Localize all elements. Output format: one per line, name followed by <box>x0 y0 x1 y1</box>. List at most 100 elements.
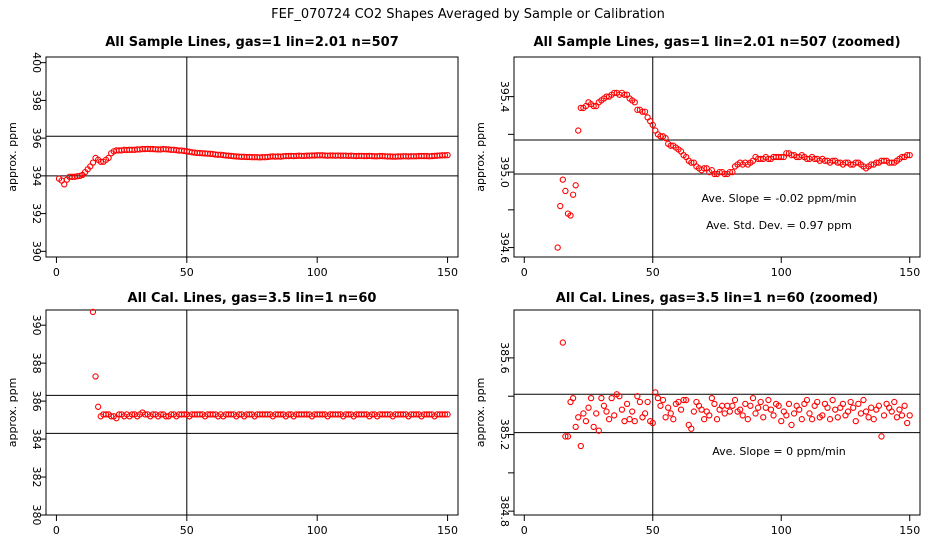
data-point <box>711 400 718 408</box>
x-tick-label: 150 <box>899 266 920 279</box>
data-point <box>901 402 908 409</box>
y-axis-label: approx. ppm <box>6 122 19 192</box>
data-point <box>644 398 651 406</box>
data-point <box>718 402 726 409</box>
data-point <box>893 414 901 421</box>
data-point <box>904 419 911 427</box>
data-point <box>870 416 877 423</box>
y-tick-label: 388 <box>30 353 43 374</box>
data-point <box>847 161 854 168</box>
data-point <box>670 416 677 423</box>
data-point <box>102 411 110 418</box>
data-point <box>441 411 449 418</box>
data-point <box>711 170 718 178</box>
data-point <box>868 161 875 168</box>
data-point <box>400 411 407 418</box>
y-tick-label: 396 <box>30 128 43 149</box>
x-tick-label: 150 <box>437 266 458 279</box>
data-point <box>898 153 906 161</box>
data-point <box>788 421 795 429</box>
data-point <box>775 402 782 409</box>
data-point <box>806 410 813 417</box>
data-point <box>803 396 811 404</box>
data-point <box>880 157 888 164</box>
data-series <box>55 145 451 188</box>
data-point <box>641 108 649 115</box>
y-tick-label: 385.2 <box>498 419 511 451</box>
y-tick-label: 395.4 <box>498 81 511 113</box>
data-point <box>844 408 852 415</box>
x-tick-label: 150 <box>437 524 458 537</box>
data-point <box>595 427 602 434</box>
data-point <box>803 155 811 163</box>
x-tick-label: 50 <box>646 266 660 279</box>
data-point <box>667 410 674 417</box>
data-series <box>89 308 451 422</box>
data-point <box>898 412 906 419</box>
page-title: FEF_070724 CO2 Shapes Averaged by Sample… <box>271 7 665 22</box>
x-tick-label: 0 <box>521 524 528 537</box>
data-point <box>634 393 641 400</box>
data-point <box>108 413 115 420</box>
data-point <box>698 406 705 413</box>
data-point <box>659 396 667 404</box>
data-point <box>569 191 577 198</box>
data-point <box>196 411 203 418</box>
data-point <box>285 411 292 418</box>
data-point <box>97 158 104 165</box>
data-point <box>227 411 235 418</box>
data-point <box>868 404 875 411</box>
data-point <box>441 152 449 159</box>
data-point <box>721 170 728 178</box>
data-point <box>616 393 623 400</box>
data-point <box>569 394 577 402</box>
data-point <box>852 417 859 425</box>
data-point <box>246 411 253 418</box>
y-tick-label: 385.6 <box>498 342 511 374</box>
data-point <box>89 159 97 166</box>
x-tick-label: 100 <box>307 266 328 279</box>
data-point <box>585 404 592 411</box>
data-point <box>580 410 587 417</box>
data-point <box>767 406 775 413</box>
data-point <box>829 157 836 164</box>
data-point <box>575 414 582 421</box>
panel-title: All Cal. Lines, gas=3.5 lin=1 n=60 <box>128 291 377 306</box>
data-point <box>834 159 841 166</box>
data-point <box>783 412 790 419</box>
data-point <box>904 151 911 159</box>
data-point <box>611 412 618 419</box>
data-point <box>426 411 433 418</box>
data-point <box>850 404 857 411</box>
data-point <box>61 181 68 188</box>
data-point <box>888 159 895 166</box>
data-point <box>621 417 628 425</box>
x-tick-label: 150 <box>899 524 920 537</box>
data-point <box>264 411 271 418</box>
data-point <box>790 410 798 417</box>
data-point <box>788 151 795 159</box>
data-point <box>824 404 831 411</box>
data-point <box>729 168 736 176</box>
data-point <box>564 433 572 440</box>
data-point <box>829 396 836 404</box>
data-point <box>680 396 687 404</box>
data-point <box>701 416 708 423</box>
data-point <box>690 408 698 415</box>
data-point <box>608 394 615 402</box>
data-point <box>736 406 744 413</box>
chart-panel-4: All Cal. Lines, gas=3.5 lin=1 n=60 (zoom… <box>474 291 921 537</box>
data-point <box>444 411 451 418</box>
x-tick-label: 0 <box>53 524 60 537</box>
data-point <box>839 400 847 408</box>
data-point <box>629 408 636 415</box>
data-point <box>105 154 112 162</box>
y-tick-label: 384.8 <box>498 495 511 527</box>
data-series <box>554 89 913 251</box>
data-point <box>557 202 564 210</box>
data-point <box>865 414 872 421</box>
data-point <box>798 416 805 423</box>
y-tick-label: 394 <box>30 165 43 186</box>
data-point <box>654 394 662 402</box>
data-point <box>793 153 800 161</box>
